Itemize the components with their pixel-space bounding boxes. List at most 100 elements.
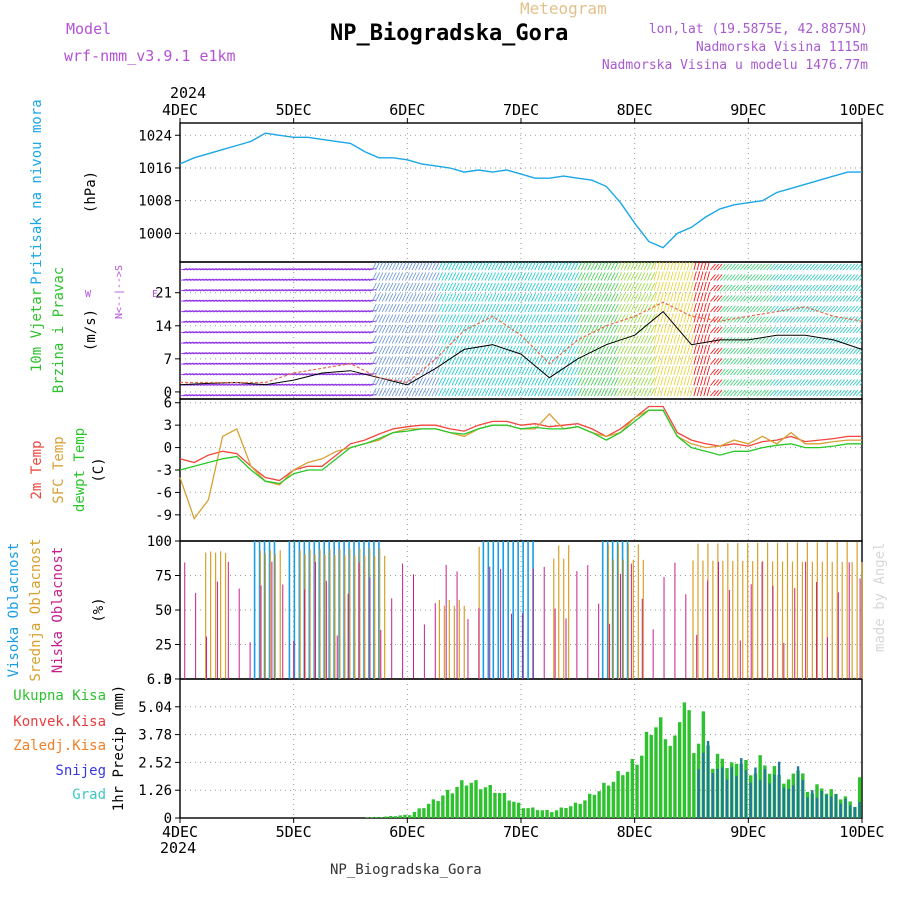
wind-barb: [444, 272, 450, 281]
precip-snow-bar: [702, 752, 705, 818]
wind-barb: [799, 379, 806, 386]
wind-barb: [252, 352, 261, 355]
wind-barb: [640, 314, 646, 323]
wind-barb: [272, 278, 280, 281]
cloud-ylabel-text: Niska Oblacnost: [50, 547, 66, 673]
wind-barb: [693, 271, 697, 281]
precip-total-bar: [668, 745, 672, 818]
footer-station: NP_Biogradska_Gora: [330, 862, 482, 878]
wind-barb: [680, 262, 684, 271]
wind-barb: [484, 377, 490, 386]
wind-barb: [587, 387, 593, 397]
wind-barb: [415, 345, 420, 355]
wind-barb: [315, 278, 324, 281]
wind-barb: [580, 262, 586, 271]
wind-barb: [249, 331, 257, 334]
wind-barb: [531, 262, 536, 271]
wind-barb: [478, 345, 483, 355]
wind-barb: [468, 345, 473, 355]
wind-barb: [534, 303, 540, 313]
wind-barb: [371, 282, 377, 292]
wind-barb: [537, 282, 543, 292]
wind-barb: [786, 316, 793, 323]
wind-barb: [484, 262, 490, 271]
wind-barb: [186, 278, 194, 281]
precip-total-bar: [592, 794, 597, 818]
wind-barb: [272, 352, 280, 355]
wind-barb: [547, 293, 553, 302]
wind-barb: [683, 334, 687, 344]
wind-barb: [461, 335, 467, 344]
wind-barb: [199, 362, 207, 365]
wind-barb: [690, 376, 694, 386]
wind-barb: [196, 289, 204, 292]
wind-barb: [690, 292, 694, 302]
wind-barb: [408, 293, 414, 302]
wind-barb: [474, 262, 480, 271]
wind-barb: [183, 268, 191, 271]
wind-barb: [822, 326, 829, 334]
wind-barb: [501, 282, 506, 292]
wind-barb: [411, 282, 417, 292]
wind-barb: [375, 293, 380, 302]
wind-barb: [829, 263, 836, 271]
wind-barb: [574, 345, 579, 355]
wind-barb: [385, 377, 390, 386]
wind-barb: [438, 314, 443, 323]
wind-barb: [491, 377, 496, 386]
wind-barb: [554, 387, 559, 397]
wind-barb: [643, 272, 649, 281]
wind-barb: [421, 366, 427, 376]
wind-barb: [424, 387, 430, 397]
wind-barb: [700, 344, 704, 355]
wind-barb: [550, 272, 556, 281]
wind-barb: [564, 345, 569, 355]
wind-barb: [345, 383, 353, 386]
wind-barb: [846, 347, 852, 355]
wind-barb: [511, 345, 516, 355]
wind-barb: [653, 334, 657, 344]
wind-barb: [796, 379, 802, 386]
wind-barb: [660, 344, 664, 355]
wind-barb: [213, 362, 221, 365]
wind-barb: [236, 331, 244, 334]
wind-barb: [487, 293, 493, 302]
wind-barb: [236, 383, 244, 386]
wind-barb: [647, 345, 652, 355]
wind-barb: [226, 352, 234, 355]
elevation-text: Nadmorska Visina 1115m: [695, 40, 868, 55]
wind-barb: [856, 295, 862, 302]
wind-barb: [401, 272, 407, 281]
wind-barb: [438, 262, 443, 271]
wind-barb: [315, 341, 324, 344]
wind-barb: [809, 326, 816, 334]
wind-barb: [339, 310, 347, 313]
wind-barb: [272, 383, 280, 386]
wind-barb: [746, 347, 753, 355]
wind-barb: [560, 282, 566, 292]
wind-barb: [693, 376, 697, 386]
wind-barb: [544, 293, 550, 302]
wind-barb: [686, 262, 690, 271]
wind-barb: [302, 341, 310, 344]
wind-barb: [743, 379, 749, 386]
wind-barb: [305, 383, 314, 386]
wind-barb: [405, 262, 410, 271]
wind-barb: [388, 324, 394, 334]
wind-barb: [375, 345, 380, 355]
wind-barb: [352, 362, 360, 365]
wind-barb: [229, 320, 237, 323]
wind-barb: [802, 379, 809, 386]
wind-barb: [395, 272, 400, 281]
wind-barb: [295, 373, 304, 376]
wind-barb: [395, 303, 400, 313]
wind-barb: [660, 313, 664, 323]
wind-barb: [252, 331, 261, 334]
wind-barb: [577, 366, 583, 376]
wind-barb: [418, 282, 424, 292]
wind-barb: [295, 310, 304, 313]
wind-barb: [759, 263, 766, 271]
wind-barb: [371, 335, 377, 344]
wind-barb: [282, 383, 290, 386]
wind-barb: [319, 383, 327, 386]
